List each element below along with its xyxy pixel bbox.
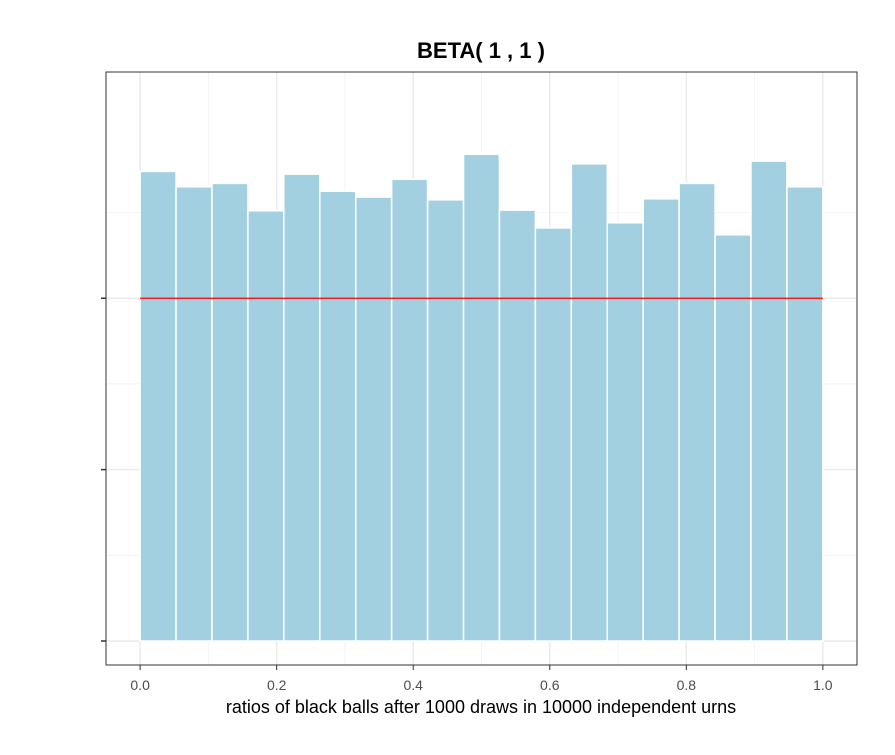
chart-title: BETA( 1 , 1 ) bbox=[417, 38, 545, 63]
axes: 0.0 0.2 0.4 0.6 0.8 1.0 bbox=[101, 297, 833, 693]
histogram-bar bbox=[534, 227, 573, 642]
histogram-bar bbox=[714, 234, 752, 642]
x-tick-label: 0.6 bbox=[540, 677, 560, 693]
histogram-bars bbox=[139, 153, 824, 642]
x-tick-label: 0.2 bbox=[267, 677, 287, 693]
histogram-bar bbox=[390, 178, 429, 642]
histogram-bar bbox=[283, 173, 321, 642]
histogram-bar bbox=[786, 186, 824, 642]
histogram-bar bbox=[175, 186, 213, 642]
histogram-bar bbox=[678, 182, 716, 642]
histogram-bar bbox=[570, 163, 609, 642]
histogram-bar bbox=[211, 182, 249, 642]
histogram-bar bbox=[462, 153, 501, 642]
x-tick-label: 1.0 bbox=[813, 677, 833, 693]
histogram-bar bbox=[319, 190, 357, 642]
histogram-bar bbox=[750, 160, 788, 642]
histogram-bar bbox=[426, 199, 465, 642]
panel-border bbox=[105, 71, 858, 666]
histogram-bar bbox=[139, 170, 177, 642]
x-tick-label: 0.8 bbox=[677, 677, 697, 693]
histogram-bar bbox=[354, 196, 393, 642]
histogram-bar bbox=[606, 222, 644, 642]
x-axis-label: ratios of black balls after 1000 draws i… bbox=[226, 697, 736, 717]
x-tick-label: 0.4 bbox=[403, 677, 423, 693]
histogram-bar bbox=[247, 210, 285, 642]
histogram-bar bbox=[498, 209, 537, 642]
x-tick-label: 0.0 bbox=[130, 677, 150, 693]
histogram-bar bbox=[642, 198, 680, 642]
